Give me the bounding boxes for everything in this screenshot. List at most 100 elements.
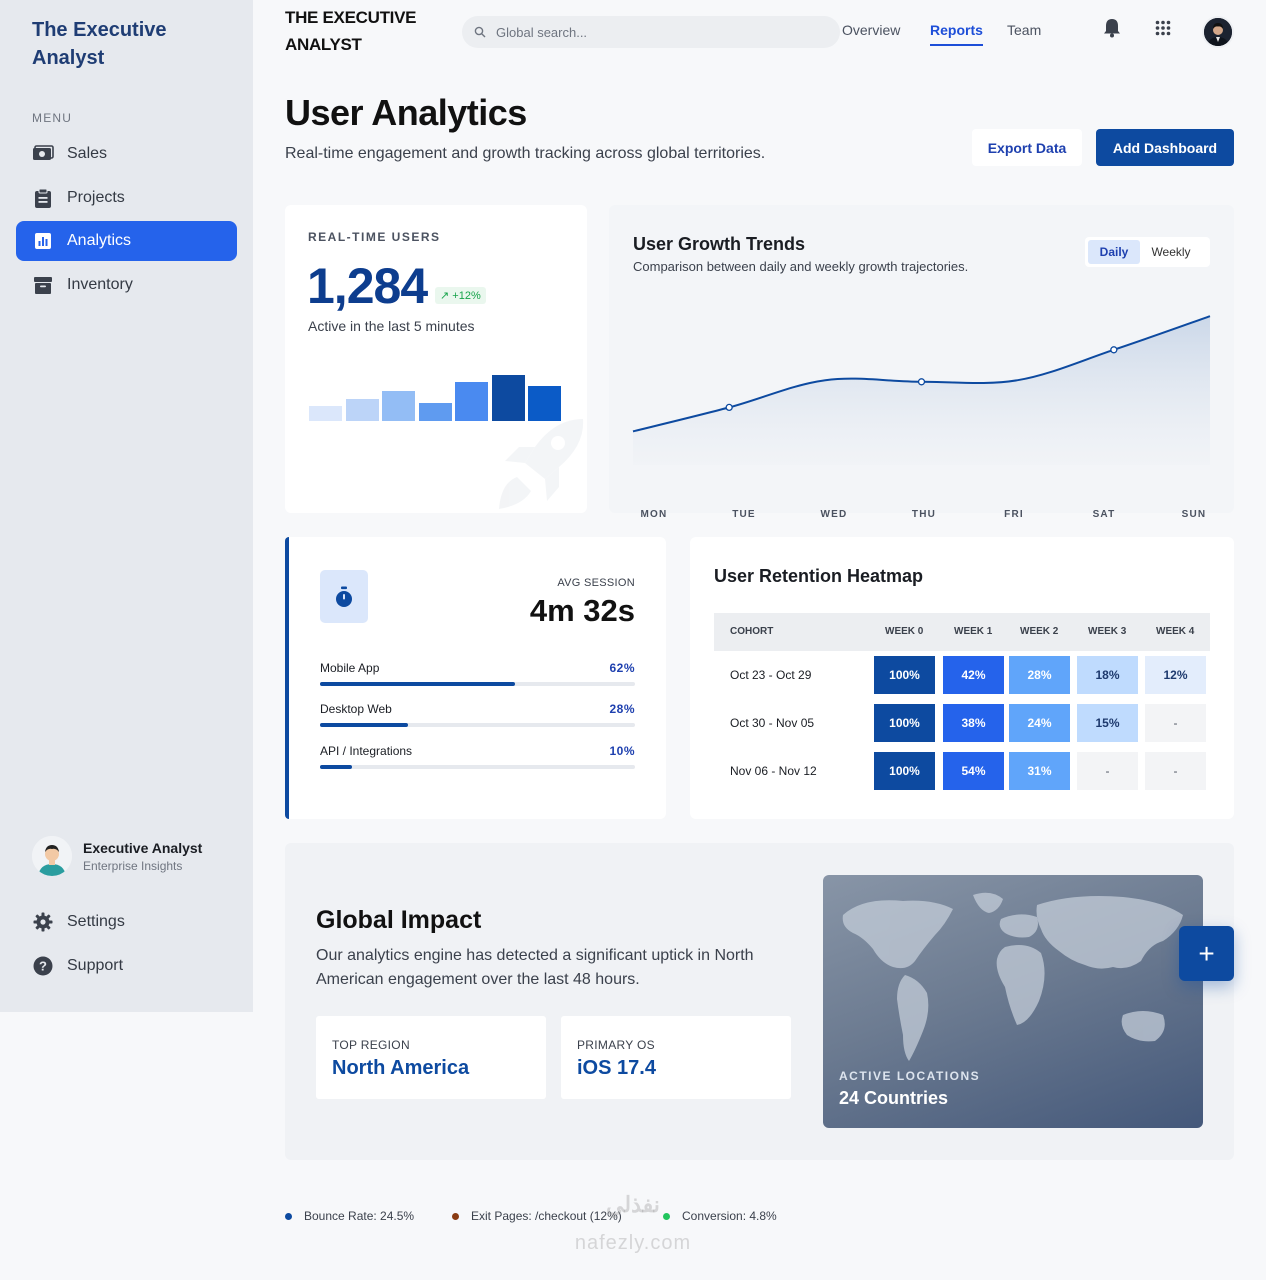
heatmap-cell[interactable]: 100%	[874, 704, 935, 742]
search-icon	[474, 26, 486, 38]
growth-point[interactable]	[1110, 346, 1118, 354]
x-tick-label: TUE	[732, 509, 756, 520]
rocket-icon	[499, 419, 584, 509]
sidebar-item-settings[interactable]: Settings	[16, 902, 237, 942]
stopwatch-icon	[320, 570, 368, 623]
heatmap-cell[interactable]: 42%	[943, 656, 1004, 694]
profile-name: Executive Analyst	[83, 839, 203, 856]
footer-stat-text: Conversion: 4.8%	[682, 1209, 777, 1223]
watermark-line: nafezly.com	[574, 1232, 692, 1254]
trend-up-icon: ↗	[440, 290, 450, 302]
platform-row: Mobile App 62%	[320, 661, 635, 686]
platform-name: Mobile App	[320, 661, 380, 675]
heatmap-cell[interactable]: 100%	[874, 656, 935, 694]
world-map-image	[842, 892, 1183, 1061]
sidebar-item-label: Sales	[67, 145, 108, 162]
change-badge: ↗ +12%	[435, 287, 486, 304]
heatmap-column-header: WEEK 1	[954, 626, 993, 637]
sidebar-item-label: Settings	[67, 913, 125, 930]
platform-pct: 28%	[609, 702, 635, 716]
growth-area	[633, 316, 1210, 465]
growth-point[interactable]	[725, 403, 733, 412]
heatmap-column-header: WEEK 2	[1020, 626, 1059, 637]
heatmap-header: COHORT WEEK 0 WEEK 1 WEEK 2 WEEK 3 WEEK …	[714, 613, 1210, 651]
sidebar-profile[interactable]: Executive Analyst Enterprise Insights	[32, 836, 202, 876]
analytics-icon	[32, 230, 54, 252]
realtime-label: REAL-TIME USERS	[308, 230, 441, 244]
footer-stat-text: Exit Pages: /checkout (12%)	[471, 1209, 622, 1223]
user-avatar[interactable]	[1202, 16, 1234, 48]
heatmap-cell[interactable]: 28%	[1009, 656, 1070, 694]
sidebar-item-label: Inventory	[67, 276, 133, 293]
realtime-bar	[345, 399, 379, 421]
map-label: ACTIVE LOCATIONS	[839, 1069, 981, 1083]
heatmap-cell[interactable]: 24%	[1009, 704, 1070, 742]
nav-link-team[interactable]: Team	[1007, 22, 1042, 38]
sidebar-brand: The Executive Analyst	[32, 19, 167, 69]
sidebar-item-inventory[interactable]: Inventory	[16, 265, 237, 305]
platform-pct: 10%	[609, 744, 635, 758]
realtime-users-card: REAL-TIME USERS 1,284 ↗ +12% Active in t…	[285, 205, 587, 513]
growth-point[interactable]	[917, 378, 926, 386]
realtime-bar	[309, 406, 342, 421]
sidebar-item-sales[interactable]: Sales	[16, 134, 237, 174]
realtime-bar	[491, 375, 525, 421]
map-value: 24 Countries	[839, 1088, 949, 1108]
sidebar-item-analytics[interactable]: Analytics	[16, 221, 237, 261]
sidebar: The Executive Analyst MENU Sales Project…	[0, 0, 253, 1012]
heatmap-cell[interactable]: -	[1077, 752, 1138, 790]
realtime-bar	[418, 403, 452, 421]
cohort-label: Oct 30 - Nov 05	[730, 716, 815, 730]
watermark: نفذلي nafezly.com	[553, 1192, 713, 1255]
sidebar-item-support[interactable]: ? Support	[16, 946, 237, 986]
heatmap-cell[interactable]: 38%	[943, 704, 1004, 742]
platform-fill	[320, 723, 409, 727]
page-subtitle: Real-time engagement and growth tracking…	[285, 145, 766, 162]
heatmap-cell[interactable]: 100%	[874, 752, 935, 790]
realtime-bar	[455, 382, 488, 421]
stat-label: TOP REGION	[332, 1038, 410, 1052]
stat-value: iOS 17.4	[577, 1057, 656, 1079]
growth-chart: MON TUE WED THU FRI SAT SUN	[632, 315, 1211, 520]
realtime-bar	[382, 391, 415, 421]
heatmap-cell[interactable]: 18%	[1077, 656, 1138, 694]
global-impact-section: Global Impact Our analytics engine has d…	[285, 843, 1234, 1160]
avg-session-value: 4m 32s	[529, 593, 635, 628]
heatmap-cell[interactable]: -	[1145, 752, 1206, 790]
stat-primary-os: PRIMARY OS iOS 17.4	[561, 1016, 791, 1099]
sidebar-item-label: Analytics	[67, 232, 132, 249]
sidebar-item-projects[interactable]: Projects	[16, 178, 237, 218]
search-input[interactable]	[496, 24, 796, 40]
heatmap-cell[interactable]: 12%	[1145, 656, 1206, 694]
heatmap-cell[interactable]: 15%	[1077, 704, 1138, 742]
search-box[interactable]	[462, 16, 840, 48]
realtime-caption: Active in the last 5 minutes	[308, 318, 475, 334]
nav-link-overview[interactable]: Overview	[842, 22, 901, 38]
heatmap-cell[interactable]: 31%	[1009, 752, 1070, 790]
x-tick-label: SUN	[1182, 509, 1207, 520]
retention-heatmap-card: User Retention Heatmap COHORT WEEK 0 WEE…	[690, 537, 1234, 819]
export-data-button[interactable]: Export Data	[972, 129, 1082, 166]
platform-name: API / Integrations	[320, 744, 413, 758]
platform-track	[320, 723, 635, 727]
toggle-daily[interactable]: Daily	[1088, 240, 1140, 264]
platform-track	[320, 765, 635, 769]
avg-session-card: AVG SESSION 4m 32s Mobile App 62% Desktop…	[285, 537, 666, 819]
add-dashboard-button[interactable]: Add Dashboard	[1096, 129, 1234, 166]
heatmap-cell[interactable]: -	[1145, 704, 1206, 742]
x-tick-label: THU	[912, 509, 936, 520]
add-location-button[interactable]: +	[1179, 926, 1234, 981]
bell-icon[interactable]	[1101, 17, 1123, 39]
heatmap-cell[interactable]: 54%	[943, 752, 1004, 790]
help-icon: ?	[32, 955, 54, 977]
range-toggle: Daily Weekly	[1085, 237, 1210, 267]
realtime-value: 1,284	[307, 258, 428, 314]
gear-icon	[32, 911, 54, 933]
impact-text: Our analytics engine has detected a sign…	[316, 947, 754, 988]
stat-top-region: TOP REGION North America	[316, 1016, 546, 1099]
apps-grid-icon[interactable]	[1152, 17, 1174, 39]
toggle-weekly[interactable]: Weekly	[1151, 245, 1191, 259]
x-tick-label: FRI	[1004, 509, 1024, 520]
platform-name: Desktop Web	[320, 702, 392, 716]
nav-link-reports[interactable]: Reports	[930, 22, 983, 46]
